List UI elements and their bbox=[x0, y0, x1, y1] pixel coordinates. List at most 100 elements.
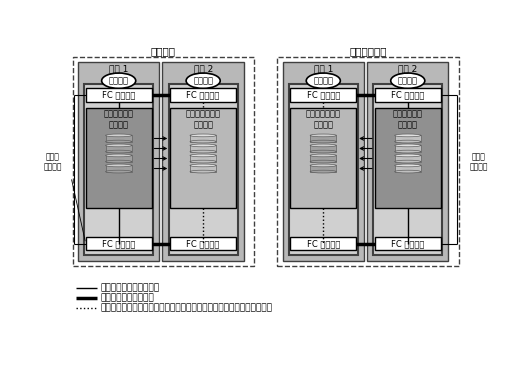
Bar bbox=[375, 237, 441, 250]
Ellipse shape bbox=[190, 170, 216, 173]
Bar bbox=[290, 237, 356, 250]
Ellipse shape bbox=[395, 150, 421, 153]
Bar bbox=[395, 146, 421, 152]
Text: サーバー: サーバー bbox=[109, 76, 129, 85]
Bar bbox=[85, 237, 152, 250]
Bar bbox=[190, 136, 216, 142]
Ellipse shape bbox=[106, 134, 132, 137]
Bar bbox=[162, 62, 244, 261]
Ellipse shape bbox=[310, 170, 337, 173]
Bar bbox=[190, 166, 216, 172]
Ellipse shape bbox=[395, 134, 421, 137]
Ellipse shape bbox=[101, 73, 136, 88]
Bar bbox=[106, 156, 132, 162]
Ellipse shape bbox=[190, 154, 216, 157]
Ellipse shape bbox=[190, 134, 216, 137]
Bar bbox=[373, 84, 442, 255]
Ellipse shape bbox=[306, 73, 340, 88]
Text: マルチモードファイバ: マルチモードファイバ bbox=[100, 293, 154, 302]
Text: リンクは物理的に存在するが、手動スイッチオーバーまで使用されない: リンクは物理的に存在するが、手動スイッチオーバーまで使用されない bbox=[100, 303, 272, 312]
Bar bbox=[310, 156, 337, 162]
Bar bbox=[375, 88, 441, 101]
Text: 定足数
デバイス: 定足数 デバイス bbox=[469, 152, 488, 171]
Ellipse shape bbox=[395, 164, 421, 167]
Text: サーバー: サーバー bbox=[193, 76, 213, 85]
Text: 復旧した構成: 復旧した構成 bbox=[349, 46, 387, 56]
Text: 主ストレージ
デバイス: 主ストレージ デバイス bbox=[393, 109, 423, 129]
Bar bbox=[310, 136, 337, 142]
Text: FC スイッチ: FC スイッチ bbox=[306, 91, 340, 99]
Ellipse shape bbox=[106, 150, 132, 153]
Ellipse shape bbox=[106, 160, 132, 163]
Text: 定足数
デバイス: 定足数 デバイス bbox=[43, 152, 62, 171]
Text: FC スイッチ: FC スイッチ bbox=[186, 239, 220, 248]
Ellipse shape bbox=[395, 170, 421, 173]
Bar bbox=[290, 108, 356, 208]
Ellipse shape bbox=[395, 154, 421, 157]
Ellipse shape bbox=[310, 134, 337, 137]
Ellipse shape bbox=[310, 140, 337, 143]
Text: FC スイッチ: FC スイッチ bbox=[186, 91, 220, 99]
Text: 初期構成: 初期構成 bbox=[151, 46, 176, 56]
Text: FC スイッチ: FC スイッチ bbox=[102, 91, 135, 99]
Bar bbox=[106, 146, 132, 152]
Ellipse shape bbox=[310, 144, 337, 147]
Ellipse shape bbox=[106, 164, 132, 167]
Ellipse shape bbox=[395, 144, 421, 147]
Bar bbox=[395, 136, 421, 142]
Text: 二次ストレージ
デバイス: 二次ストレージ デバイス bbox=[186, 109, 221, 129]
Bar bbox=[170, 108, 236, 208]
Text: 主ストレージ
デバイス: 主ストレージ デバイス bbox=[104, 109, 134, 129]
Bar bbox=[289, 84, 358, 255]
Ellipse shape bbox=[190, 144, 216, 147]
Bar bbox=[85, 108, 152, 208]
Bar bbox=[290, 88, 356, 101]
Bar bbox=[282, 62, 364, 261]
Bar bbox=[106, 166, 132, 172]
Ellipse shape bbox=[310, 160, 337, 163]
Text: FC スイッチ: FC スイッチ bbox=[391, 91, 424, 99]
Bar bbox=[395, 166, 421, 172]
Bar bbox=[84, 84, 153, 255]
Ellipse shape bbox=[190, 150, 216, 153]
Bar bbox=[310, 166, 337, 172]
Text: サーバー: サーバー bbox=[313, 76, 333, 85]
Bar bbox=[190, 156, 216, 162]
Text: シングルモードファイバ: シングルモードファイバ bbox=[100, 283, 160, 292]
Bar bbox=[73, 57, 254, 266]
Ellipse shape bbox=[391, 73, 425, 88]
Bar bbox=[169, 84, 238, 255]
Bar bbox=[190, 146, 216, 152]
Ellipse shape bbox=[106, 170, 132, 173]
Bar bbox=[170, 237, 236, 250]
Text: 空間 1: 空間 1 bbox=[109, 65, 129, 74]
Ellipse shape bbox=[190, 160, 216, 163]
Ellipse shape bbox=[310, 154, 337, 157]
Ellipse shape bbox=[310, 164, 337, 167]
Bar bbox=[106, 136, 132, 142]
Bar bbox=[170, 88, 236, 101]
Bar bbox=[375, 108, 441, 208]
Text: 空間 2: 空間 2 bbox=[398, 65, 417, 74]
Ellipse shape bbox=[190, 140, 216, 143]
Text: 空間 2: 空間 2 bbox=[193, 65, 213, 74]
Ellipse shape bbox=[186, 73, 220, 88]
Bar bbox=[310, 146, 337, 152]
Text: FC スイッチ: FC スイッチ bbox=[306, 239, 340, 248]
Ellipse shape bbox=[395, 140, 421, 143]
Text: FC スイッチ: FC スイッチ bbox=[102, 239, 135, 248]
Text: 空間 1: 空間 1 bbox=[314, 65, 333, 74]
Ellipse shape bbox=[106, 154, 132, 157]
Ellipse shape bbox=[190, 164, 216, 167]
Ellipse shape bbox=[310, 150, 337, 153]
Ellipse shape bbox=[395, 160, 421, 163]
Bar bbox=[367, 62, 449, 261]
Text: FC スイッチ: FC スイッチ bbox=[391, 239, 424, 248]
Bar bbox=[78, 62, 159, 261]
Text: 二次ストレージ
デバイス: 二次ストレージ デバイス bbox=[306, 109, 341, 129]
Bar bbox=[85, 88, 152, 101]
Bar bbox=[395, 156, 421, 162]
Ellipse shape bbox=[106, 140, 132, 143]
Text: サーバー: サーバー bbox=[398, 76, 418, 85]
Ellipse shape bbox=[106, 144, 132, 147]
